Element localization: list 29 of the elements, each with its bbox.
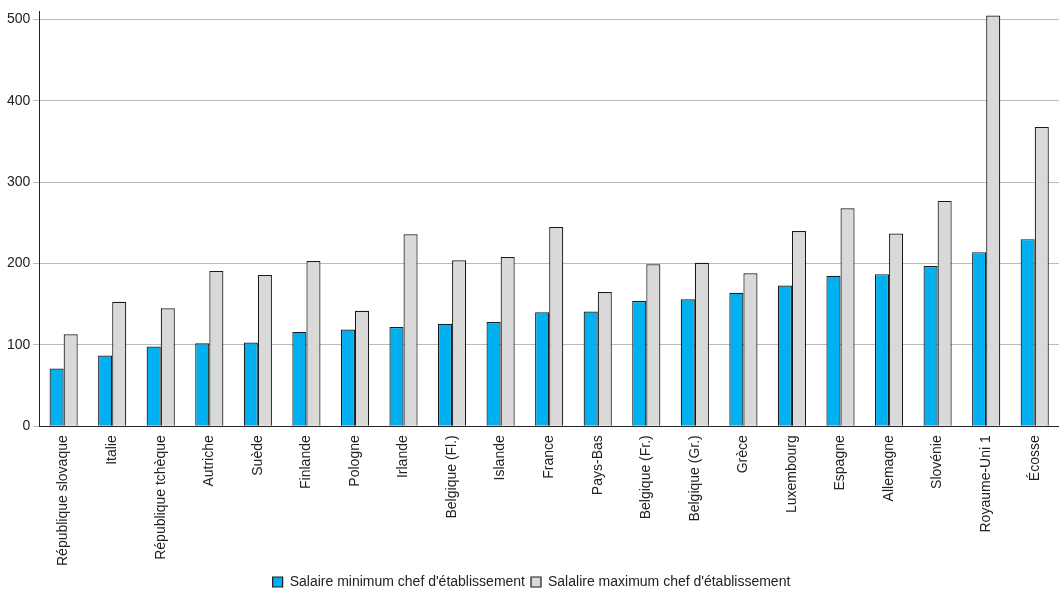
x-tick-label: Espagne	[831, 435, 848, 491]
legend-label: Salalire maximum chef d'établissement	[548, 572, 791, 589]
x-tick-label: Royaume-Uni 1	[977, 435, 994, 533]
x-tick-label: Belgique (Gr.)	[685, 435, 702, 522]
x-tick-label: Pays-Bas	[588, 435, 605, 496]
x-tick-label: France	[540, 435, 557, 479]
x-tick-label: Autriche	[200, 435, 217, 487]
y-tick-label: 500	[7, 10, 31, 27]
x-tick-label: Belgique (Fl.)	[442, 435, 459, 519]
x-tick-label: République tchèque	[151, 435, 168, 560]
legend-label: Salaire minimum chef d'établissement	[289, 572, 526, 589]
y-tick-label: 300	[7, 173, 31, 190]
y-tick-label: 0	[22, 417, 31, 434]
x-tick-label: Suède	[248, 435, 265, 476]
x-tick-label: Irlande	[394, 435, 411, 479]
y-tick-label: 400	[7, 91, 31, 108]
x-tick-label: Italie	[103, 435, 120, 465]
x-tick-label: Luxembourg	[782, 435, 799, 514]
x-tick-label: Slovénie	[928, 435, 945, 489]
x-tick-label: République slovaque	[54, 435, 71, 566]
x-tick-label: Belgique (Fr.)	[637, 435, 654, 520]
x-tick-label: Écosse	[1025, 435, 1042, 482]
x-tick-label: Allemagne	[879, 435, 896, 502]
x-tick-label: Grèce	[734, 435, 751, 474]
x-tick-label: Pologne	[345, 435, 362, 487]
x-tick-label: Finlande	[297, 435, 314, 489]
y-tick-label: 200	[7, 254, 31, 271]
y-tick-label: 100	[7, 335, 31, 352]
x-tick-label: Islande	[491, 435, 508, 481]
